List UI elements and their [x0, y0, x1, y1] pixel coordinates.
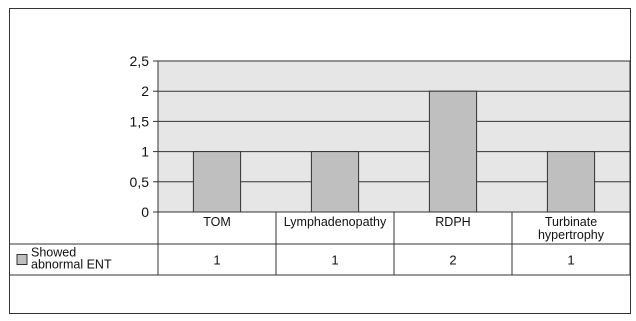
- series-label: Showed abnormal ENT: [31, 246, 112, 272]
- y-axis: 0 0,5 1 1,5 2 2,5: [130, 53, 158, 220]
- table-value: 2: [449, 253, 456, 268]
- bar: [310, 151, 360, 213]
- y-tick-label: 0: [141, 204, 149, 220]
- bar-chart: 0 0,5 1 1,5 2 2,5 TOM Lymphadenopathy RDPH Turbi…: [10, 53, 631, 276]
- table-value: 1: [213, 253, 220, 268]
- x-category-label: TOM: [203, 215, 231, 229]
- y-tick-label: 2: [141, 83, 149, 99]
- bar: [546, 151, 596, 213]
- table-value: 1: [331, 253, 338, 268]
- chart-frame: 0 0,5 1 1,5 2 2,5 TOM Lymphadenopathy RDPH Turbi…: [9, 8, 631, 314]
- x-category-label: Turbinate hypertrophy: [538, 215, 605, 242]
- x-category-label: RDPH: [435, 215, 470, 229]
- table-value: 1: [567, 253, 574, 268]
- bar: [192, 151, 242, 213]
- y-tick-label: 2,5: [130, 53, 150, 69]
- bars: [192, 90, 596, 213]
- y-tick-label: 0,5: [130, 174, 150, 190]
- x-category-label: Lymphadenopathy: [284, 215, 387, 229]
- legend-key: [16, 254, 28, 265]
- bar: [428, 90, 478, 213]
- y-tick-label: 1,5: [130, 113, 150, 129]
- y-tick-label: 1: [141, 144, 149, 160]
- data-table: TOM Lymphadenopathy RDPH Turbinate hypertrop…: [10, 212, 631, 276]
